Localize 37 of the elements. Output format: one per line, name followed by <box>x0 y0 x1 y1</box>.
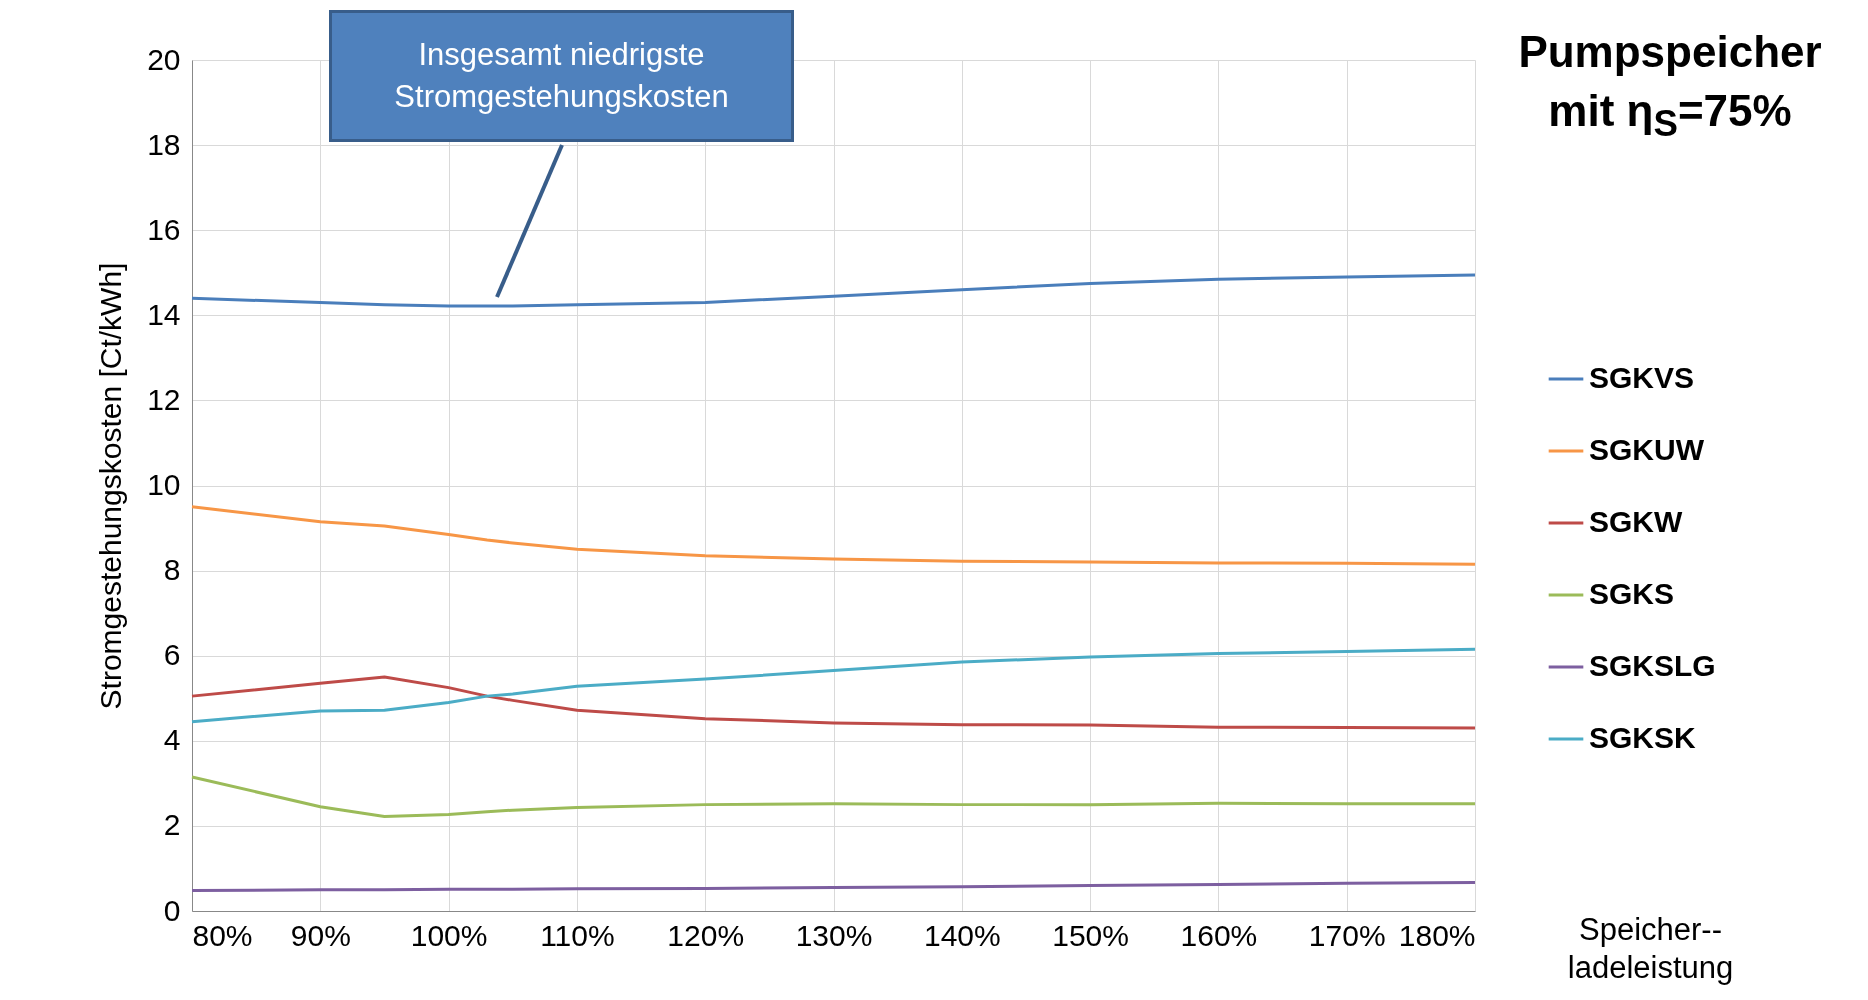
x-tick-label: 120% <box>667 918 745 952</box>
x-tick-label: 150% <box>1052 918 1129 952</box>
y-tick-label: 10 <box>147 468 181 501</box>
y-axis-title: Stromgestehungskosten [Ct/kWh] <box>94 262 128 710</box>
y-tick-label: 20 <box>147 42 181 76</box>
x-tick-label: 160% <box>1180 918 1258 952</box>
x-tick-label: 130% <box>795 918 873 952</box>
line-series <box>190 647 1477 724</box>
legend-label: SGKUW <box>1589 433 1705 466</box>
y-tick-label: 12 <box>147 382 181 416</box>
y-tick-label: 14 <box>147 297 181 331</box>
y-tick-label: 2 <box>163 808 181 842</box>
line-series <box>190 273 1477 308</box>
x-tick-label: 180% <box>1398 918 1476 952</box>
y-tick-label: 16 <box>147 212 181 246</box>
x-tick-label: 100% <box>410 918 488 952</box>
y-tick-label: 18 <box>147 127 181 161</box>
x-tick-label: 90% <box>290 918 351 952</box>
x-tick-label: 80% <box>192 918 253 952</box>
legend-label: SGKSK <box>1589 721 1697 754</box>
line-series <box>190 675 1477 730</box>
line-series <box>190 775 1477 819</box>
line-series <box>190 880 1477 893</box>
legend-label: SGKW <box>1589 505 1684 538</box>
legend-label: SGKSLG <box>1589 649 1716 682</box>
x-axis-title: Speicher-- ladeleistung <box>1567 911 1734 985</box>
x-tick-label: 140% <box>923 918 1001 952</box>
x-tick-label: 170% <box>1308 918 1386 952</box>
y-tick-label: 4 <box>163 723 181 757</box>
legend-label: SGKVS <box>1589 361 1695 394</box>
y-tick-label: 8 <box>163 553 181 587</box>
x-tick-label: 110% <box>540 918 615 952</box>
text: Pumpspeicher mit η$_{S}$=75% <box>1517 26 1823 147</box>
y-tick-label: 6 <box>163 638 181 672</box>
legend-label: SGKS <box>1589 577 1675 610</box>
y-tick-label: 0 <box>163 893 181 927</box>
line-series <box>190 505 1477 566</box>
